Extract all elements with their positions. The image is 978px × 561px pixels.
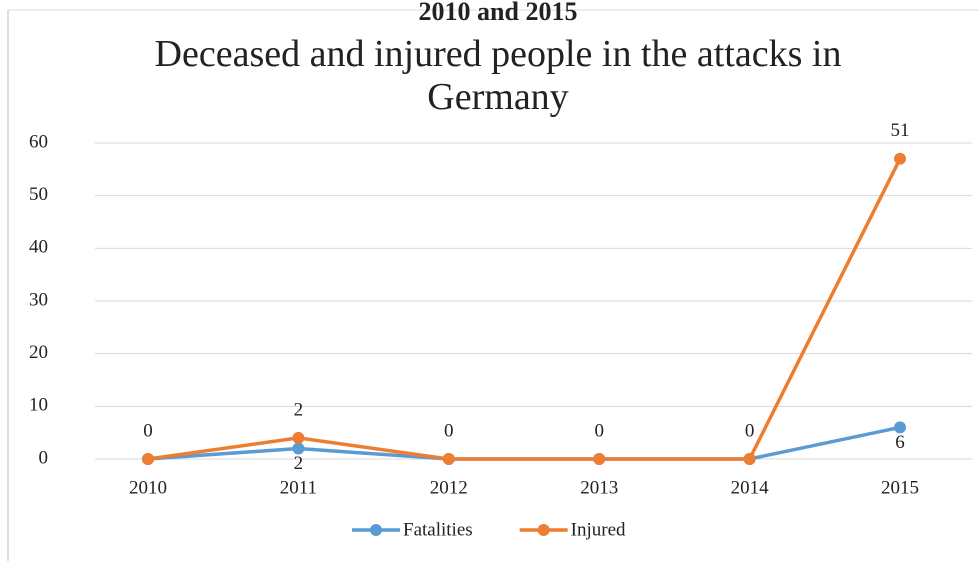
y-tick-label: 50: [29, 184, 48, 205]
point: [593, 453, 606, 465]
legend-label: Fatalities: [403, 519, 473, 540]
data-label: 2: [294, 399, 304, 420]
data-label: 6: [895, 432, 905, 453]
point: [743, 453, 756, 465]
data-label: 0: [745, 420, 755, 441]
point: [442, 453, 455, 465]
legend-marker: [370, 524, 382, 536]
y-tick-label: 60: [29, 131, 48, 152]
legend-marker: [537, 524, 550, 536]
y-tick-label: 30: [29, 289, 48, 310]
point: [894, 152, 906, 165]
data-label: 2: [294, 453, 304, 474]
chart-title: Deceased and injured people in the attac…: [155, 33, 842, 118]
y-tick-label: 40: [29, 237, 48, 258]
series-line: [147, 158, 902, 461]
point: [292, 431, 305, 444]
y-tick-label: 10: [29, 395, 48, 416]
x-tick-label: 2015: [881, 477, 919, 498]
legend-label: Injured: [571, 519, 626, 540]
x-tick-label: 2012: [430, 477, 468, 498]
x-tick-label: 2011: [280, 477, 317, 498]
data-label: 0: [594, 420, 604, 441]
y-tick-label: 0: [39, 447, 49, 468]
point: [142, 453, 154, 465]
point: [894, 421, 906, 434]
y-tick-label: 20: [29, 342, 48, 363]
x-tick-label: 2010: [129, 477, 167, 498]
point: [292, 442, 305, 455]
data-label: 51: [891, 120, 910, 141]
data-label: 0: [444, 420, 454, 441]
caption: 2010 and 2015: [419, 0, 578, 26]
x-tick-label: 2013: [580, 477, 618, 498]
x-tick-label: 2014: [731, 477, 770, 498]
data-label: 0: [143, 420, 153, 441]
